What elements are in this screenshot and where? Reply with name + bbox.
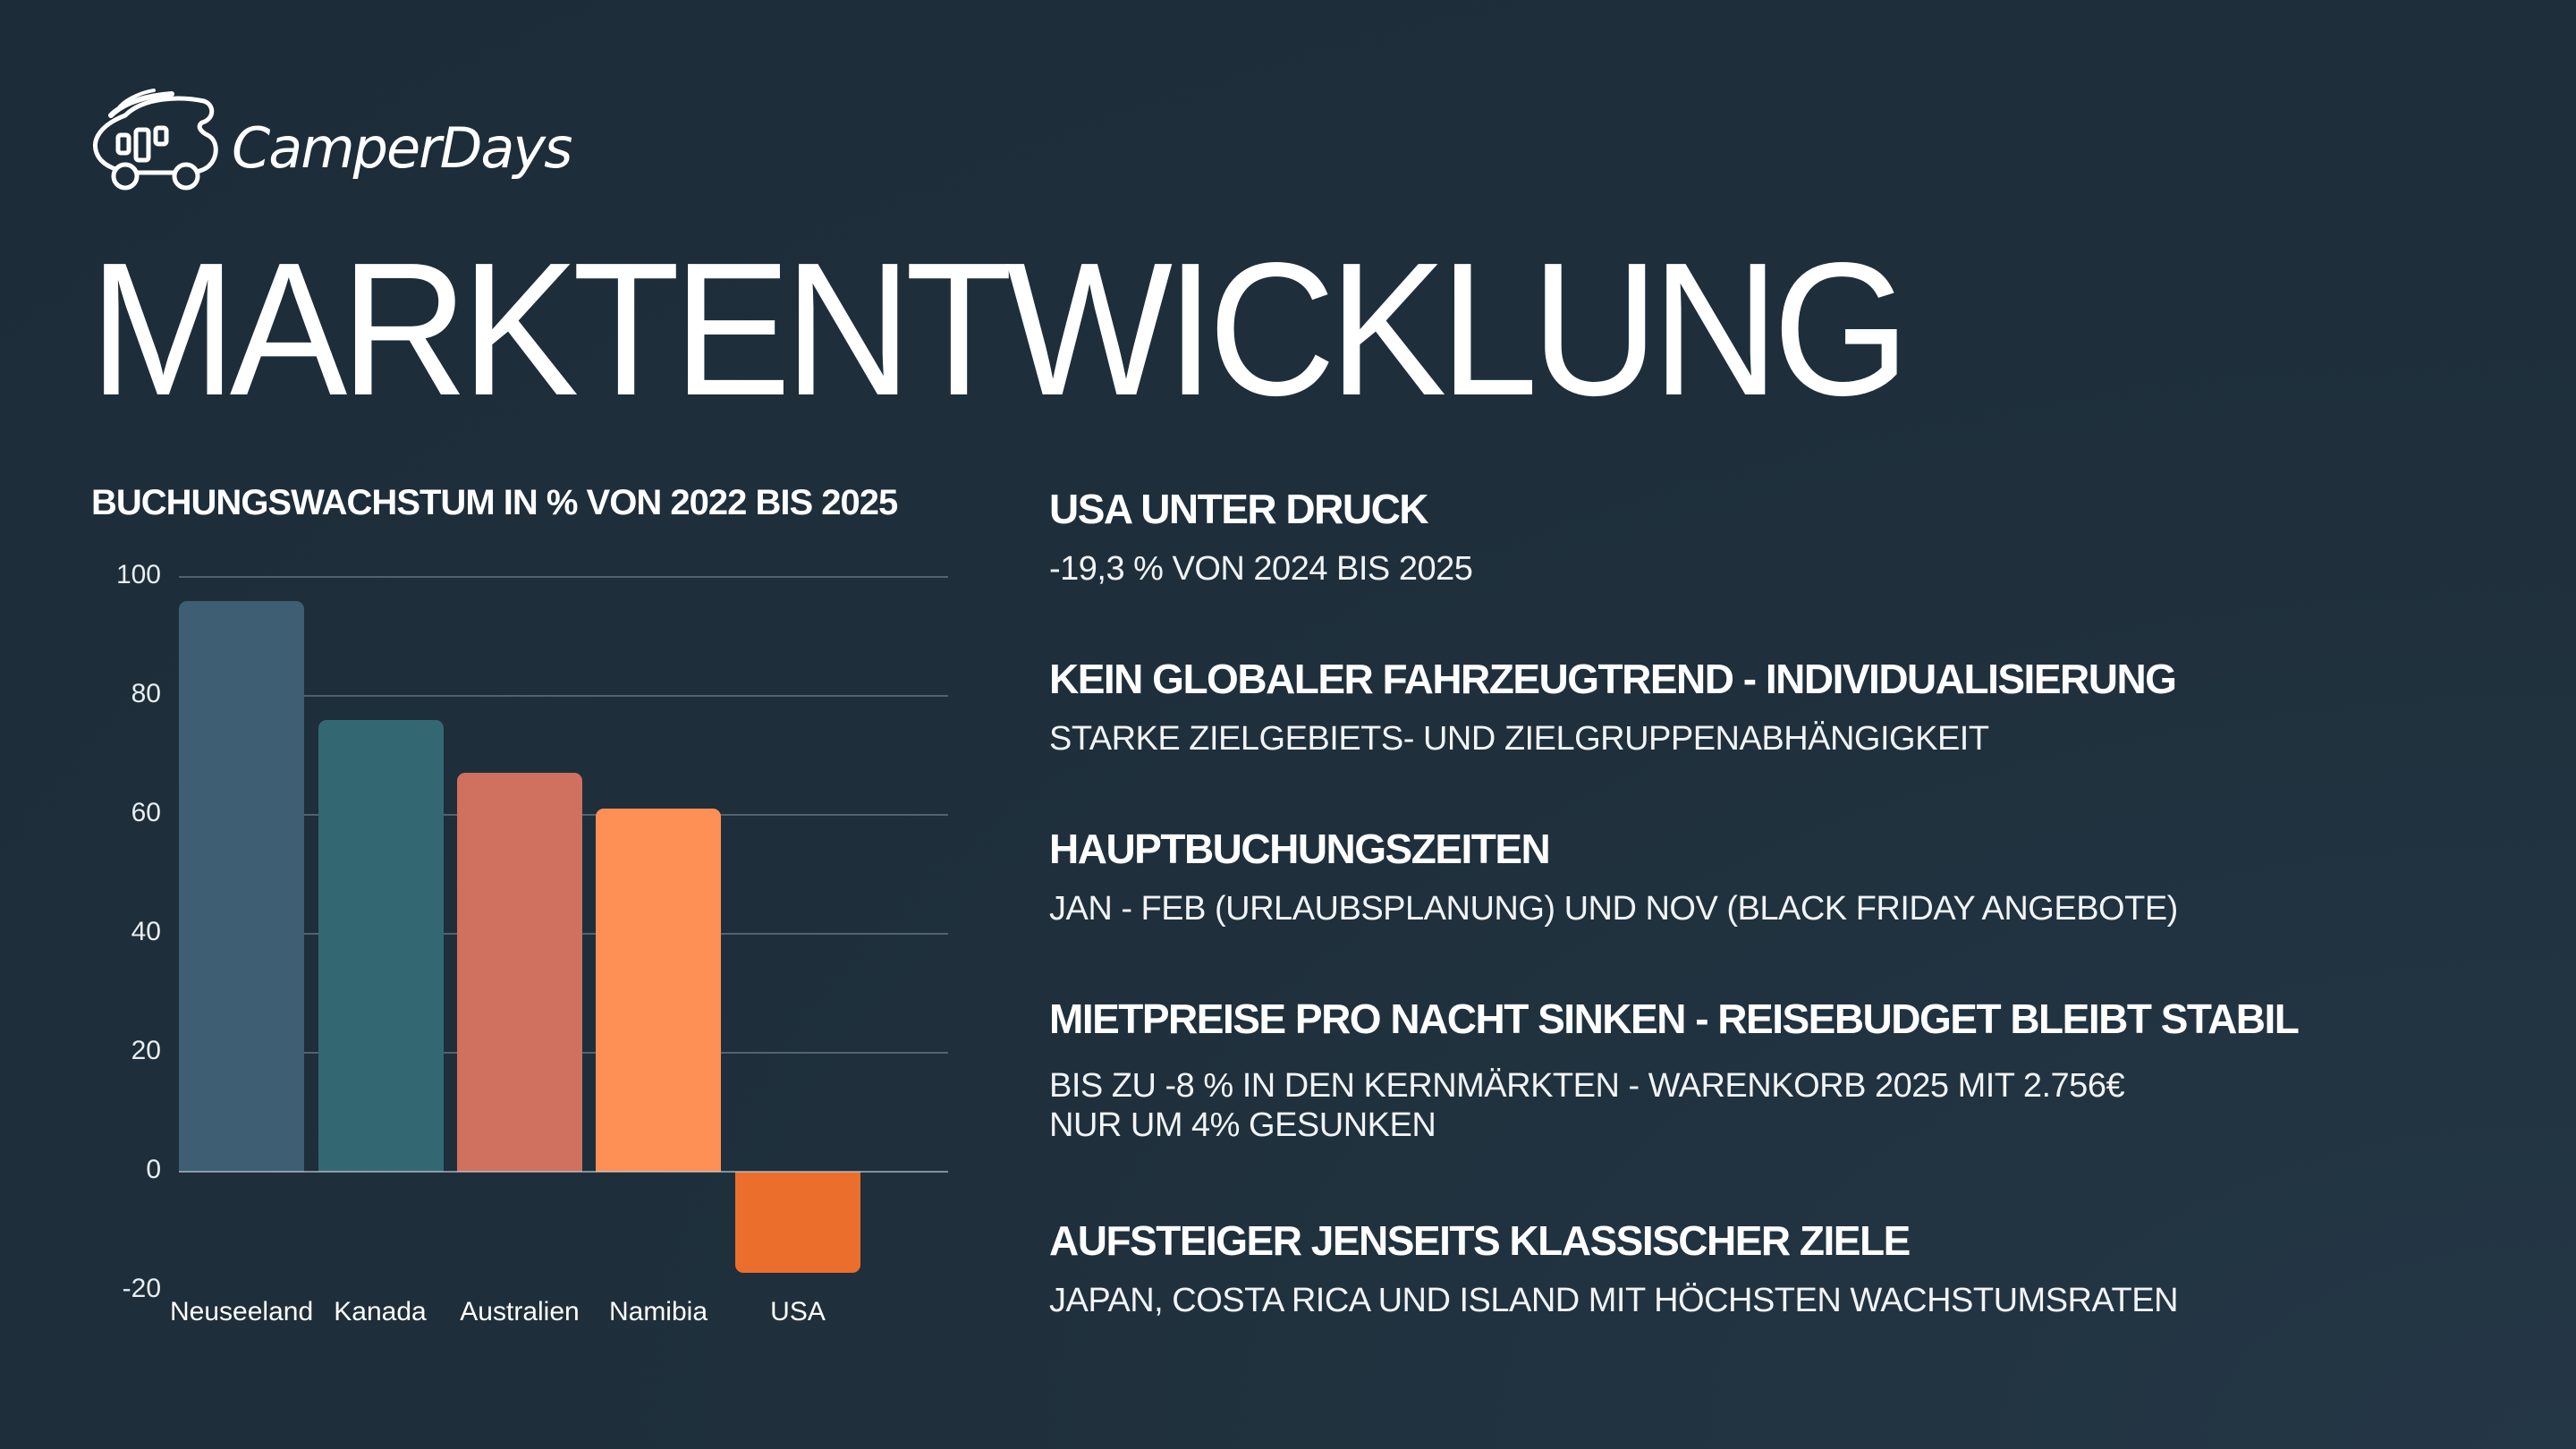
x-label-neuseeland: Neuseeland [170, 1297, 314, 1326]
fact-usa: USA UNTER DRUCK -19,3 % VON 2024 BIS 202… [1049, 486, 1473, 589]
gridline [179, 695, 948, 697]
fact-heading: MIETPREISE PRO NACHT SINKEN - REISEBUDGE… [1049, 996, 2300, 1042]
fact-vehicle-trend: KEIN GLOBALER FAHRZEUGTREND - INDIVIDUAL… [1049, 656, 2177, 758]
fact-body-line: BIS ZU -8 % IN DEN KERNMÄRKTEN - WARENKO… [1049, 1067, 2125, 1105]
fact-rental-prices: MIETPREISE PRO NACHT SINKEN - REISEBUDGE… [1049, 996, 2300, 1145]
x-label-namibia: Namibia [608, 1297, 708, 1326]
fact-heading: KEIN GLOBALER FAHRZEUGTREND - INDIVIDUAL… [1049, 656, 2177, 702]
bar-usa [735, 1172, 860, 1274]
fact-heading: AUFSTEIGER JENSEITS KLASSISCHER ZIELE [1049, 1217, 1911, 1264]
bar-chart: 100 80 60 40 20 0 -20 Neuseeland Kanada … [89, 555, 948, 1342]
fact-body: STARKE ZIELGEBIETS- UND ZIELGRUPPENABHÄN… [1049, 720, 1989, 758]
bar-australien [457, 773, 582, 1172]
x-label-australien: Australien [460, 1297, 580, 1326]
bar-neuseeland [179, 600, 304, 1172]
zero-baseline [179, 1171, 948, 1173]
gridline [179, 576, 948, 578]
bar-kanada [318, 719, 444, 1172]
y-tick: -20 [122, 1274, 161, 1303]
y-tick: 20 [131, 1036, 161, 1065]
fact-rising-destinations: AUFSTEIGER JENSEITS KLASSISCHER ZIELE JA… [1049, 1217, 2179, 1320]
fact-booking-times: HAUPTBUCHUNGSZEITEN JAN - FEB (URLAUBSPL… [1049, 828, 2178, 928]
fact-body: BIS ZU -8 % IN DEN KERNMÄRKTEN - WARENKO… [1049, 1066, 2298, 1145]
y-tick: 60 [131, 798, 161, 827]
page-title: MARKTENTWICKLUNG [89, 223, 1910, 435]
camper-van-icon [93, 89, 218, 191]
x-label-usa: USA [770, 1297, 826, 1326]
brand-logo: CamperDays [89, 88, 572, 195]
fact-body: -19,3 % VON 2024 BIS 2025 [1049, 550, 1473, 588]
y-tick: 0 [146, 1155, 161, 1184]
y-tick: 100 [115, 560, 161, 589]
fact-body-line: NUR UM 4% GESUNKEN [1049, 1106, 1436, 1144]
fact-heading: USA UNTER DRUCK [1049, 486, 1429, 532]
fact-body: JAN - FEB (URLAUBSPLANUNG) UND NOV (BLAC… [1049, 890, 2178, 928]
bar-namibia [596, 809, 721, 1172]
fact-heading: HAUPTBUCHUNGSZEITEN [1049, 826, 1551, 872]
brand-name: CamperDays [232, 114, 572, 181]
y-tick: 80 [131, 679, 161, 708]
chart-title: BUCHUNGSWACHSTUM IN % VON 2022 BIS 2025 [91, 483, 898, 522]
y-tick: 40 [131, 917, 161, 946]
x-label-kanada: Kanada [334, 1297, 427, 1326]
fact-body: JAPAN, COSTA RICA UND ISLAND MIT HÖCHSTE… [1049, 1282, 2179, 1319]
